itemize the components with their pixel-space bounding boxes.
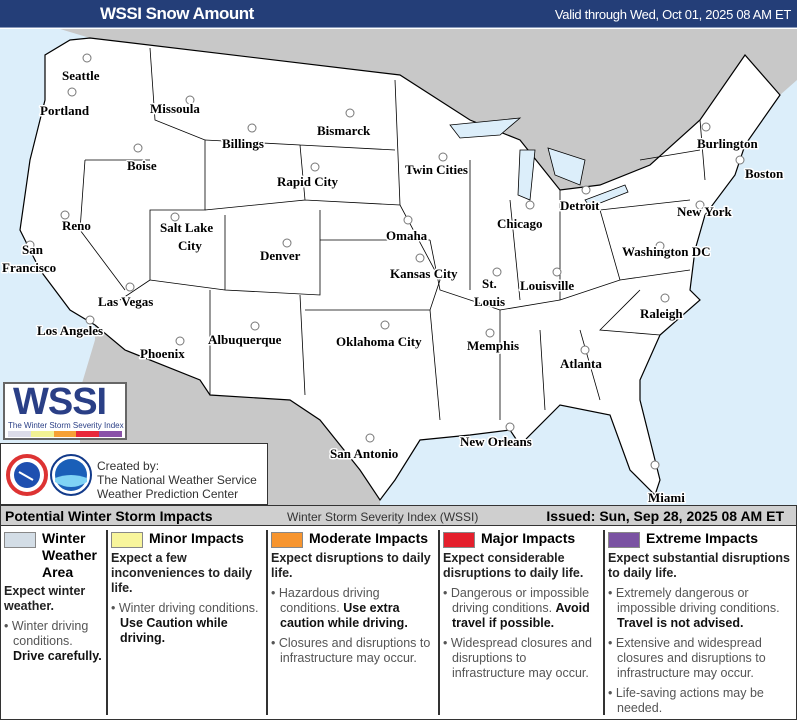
category-bullet: • Dangerous or impossible driving condit… — [443, 586, 590, 630]
map-title: WSSI Snow Amount — [100, 4, 254, 23]
valid-time: Valid through Wed, Oct 01, 2025 08 AM ET — [554, 7, 791, 22]
wssi-logo-text: WSSI — [13, 382, 107, 423]
category-heading: Extreme Impacts — [608, 530, 795, 548]
canada — [60, 29, 797, 190]
city-label: Reno — [62, 218, 91, 233]
legend-subtitle: Winter Storm Severity Index (WSSI) — [287, 510, 479, 524]
category-swatch — [4, 532, 36, 548]
city-label: Miami — [648, 490, 685, 505]
credit-line: Created by: — [97, 459, 160, 473]
city-label: Louis — [474, 294, 505, 309]
city-label: Billings — [222, 136, 264, 151]
city-label: Chicago — [497, 216, 543, 231]
city-label: New Orleans — [460, 434, 532, 449]
us-map: Seattle Portland Missoula Billings Bisma… — [0, 29, 797, 505]
city-label: Twin Cities — [405, 162, 468, 177]
category-bullet: • Winter driving conditions. Drive caref… — [4, 619, 102, 663]
category-heading: Winter Weather Area — [4, 530, 103, 581]
city-label: Salt Lake — [160, 220, 213, 235]
city-label: Louisville — [520, 278, 574, 293]
category-expectation: Expect substantial disruptions to daily … — [608, 551, 790, 580]
city-label: Oklahoma City — [336, 334, 422, 349]
city-label: St. — [482, 276, 497, 291]
wssi-color-bar — [8, 431, 122, 437]
category-bullet: • Winter driving conditions. Use Caution… — [111, 601, 259, 645]
city-dots — [25, 53, 745, 470]
category-name: Minor Impacts — [149, 530, 244, 546]
credit-line: The National Weather Service — [97, 473, 257, 487]
legend-category: Moderate Impacts Expect disruptions to da… — [266, 530, 438, 715]
city-label: Portland — [40, 103, 90, 118]
credit-line: Weather Prediction Center — [97, 487, 239, 501]
category-swatch — [443, 532, 475, 548]
city-label: Kansas City — [390, 266, 458, 281]
city-label: Phoenix — [140, 346, 185, 361]
city-label: New York — [677, 204, 733, 219]
city-label: Las Vegas — [98, 294, 153, 309]
category-bullet: • Extensive and widespread closures and … — [608, 636, 766, 680]
city-label: Francisco — [2, 260, 56, 275]
great-lakes — [449, 117, 629, 208]
city-label: Washington DC — [622, 244, 711, 259]
state-lines — [79, 47, 706, 421]
category-name: Moderate Impacts — [309, 530, 429, 546]
category-name: Winter Weather Area — [42, 530, 97, 580]
legend-category: Major Impacts Expect considerable disrupt… — [438, 530, 603, 715]
category-bullet: • Hazardous driving conditions. Use extr… — [271, 586, 408, 630]
legend-category: Minor Impacts Expect a few inconveniences… — [106, 530, 266, 715]
noaa-logo-icon — [50, 454, 92, 496]
credit-box: Created by: The National Weather Service… — [0, 443, 268, 505]
city-labels: Seattle Portland Missoula Billings Bisma… — [1, 67, 786, 506]
issued-time: Issued: Sun, Sep 28, 2025 08 AM ET — [546, 508, 784, 524]
city-label: Rapid City — [277, 174, 339, 189]
category-bullet: • Widespread closures and disruptions to… — [443, 636, 592, 680]
legend-header: Potential Winter Storm Impacts Winter St… — [1, 506, 796, 526]
category-expectation: Expect winter weather. — [4, 584, 86, 613]
category-heading: Major Impacts — [443, 530, 600, 548]
city-label: Bismarck — [317, 123, 371, 138]
city-label: San Antonio — [330, 446, 398, 461]
category-bullet: • Life-saving actions may be needed. — [608, 686, 764, 715]
city-label: Boise — [127, 158, 157, 173]
city-label: Denver — [260, 248, 301, 263]
city-label: Missoula — [150, 101, 200, 116]
city-label: Burlington — [697, 136, 758, 151]
category-expectation: Expect disruptions to daily life. — [271, 551, 431, 580]
city-label: Albuquerque — [208, 332, 282, 347]
city-label: Omaha — [386, 228, 428, 243]
category-swatch — [271, 532, 303, 548]
city-label: Raleigh — [640, 306, 683, 321]
legend-category: Extreme Impacts Expect substantial disrup… — [603, 530, 797, 715]
wssi-logo-subtitle: The Winter Storm Severity Index — [8, 421, 124, 430]
impacts-legend: Potential Winter Storm Impacts Winter St… — [0, 505, 797, 720]
category-bullet: • Extremely dangerous or impossible driv… — [608, 586, 780, 630]
city-label: City — [178, 238, 202, 253]
category-bullet: • Closures and disruptions to infrastruc… — [271, 636, 431, 665]
category-name: Major Impacts — [481, 530, 576, 546]
legend-title: Potential Winter Storm Impacts — [5, 508, 213, 524]
city-label: Atlanta — [560, 356, 602, 371]
category-expectation: Expect considerable disruptions to daily… — [443, 551, 584, 580]
category-swatch — [111, 532, 143, 548]
category-heading: Minor Impacts — [111, 530, 263, 548]
header-bar: WSSI Snow Amount Valid through Wed, Oct … — [0, 0, 797, 28]
city-label: Seattle — [62, 68, 100, 83]
category-swatch — [608, 532, 640, 548]
category-name: Extreme Impacts — [646, 530, 759, 546]
category-expectation: Expect a few inconveniences to daily lif… — [111, 551, 253, 595]
wssi-logo: WSSI The Winter Storm Severity Index — [3, 382, 127, 440]
nws-logo-icon — [6, 454, 48, 496]
legend-category: Winter Weather Area Expect winter weather… — [1, 530, 106, 715]
city-label: Memphis — [467, 338, 519, 353]
category-heading: Moderate Impacts — [271, 530, 435, 548]
city-label: Los Angeles — [37, 323, 103, 338]
city-label: Boston — [745, 166, 784, 181]
city-label: San — [22, 242, 44, 257]
city-label: Detroit — [560, 198, 600, 213]
